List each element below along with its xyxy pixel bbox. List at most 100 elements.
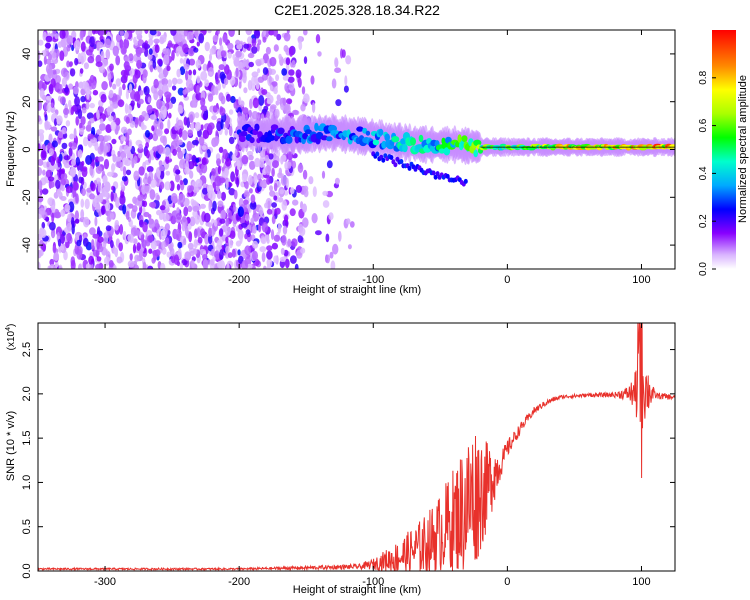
heatmap-noise-cell	[146, 104, 153, 115]
heatmap-noise-cell	[272, 160, 279, 169]
x-tick-label: 0	[504, 576, 510, 588]
heatmap-noise-cell	[148, 248, 153, 254]
heatmap-noise-cell	[96, 41, 104, 49]
heatmap-noise-cell	[50, 204, 56, 214]
heatmap-noise-cell	[202, 254, 208, 260]
heatmap-noise-cell	[175, 35, 181, 43]
heatmap-noise-cell	[248, 61, 254, 68]
heatmap-noise-cell	[228, 125, 233, 137]
heatmap-noise-cell	[257, 39, 262, 46]
heatmap-noise-cell	[229, 230, 236, 239]
heatmap-noise-cell	[170, 215, 177, 225]
heatmap-x-label: Height of straight line (km)	[293, 284, 421, 296]
heatmap-noise-cell	[115, 196, 120, 208]
heatmap-noise-cell	[99, 123, 106, 131]
heatmap-noise-cell	[177, 104, 183, 114]
heatmap-noise-cell	[50, 102, 54, 108]
heatmap-noise-cell	[66, 35, 74, 45]
heatmap-noise-cell	[129, 68, 135, 77]
heatmap-noise-cell	[201, 105, 208, 112]
heatmap-noise-cell	[38, 166, 43, 176]
heatmap-noise-cell	[183, 206, 189, 217]
heatmap-noise-cell	[186, 31, 194, 41]
heatmap-noise-cell	[157, 89, 164, 97]
x-tick-label: -300	[94, 274, 116, 286]
heatmap-noise-cell	[149, 201, 156, 208]
heatmap-ridge-cell	[391, 136, 400, 143]
heatmap-noise-cell	[173, 254, 180, 265]
heatmap-noise-cell	[148, 48, 153, 55]
heatmap-ridge-cell	[277, 127, 285, 135]
heatmap-noise-cell	[228, 30, 235, 37]
heatmap-noise-cell	[221, 209, 227, 218]
colorbar-tick-label: 0.0	[698, 262, 709, 276]
heatmap-noise-cell	[59, 96, 66, 105]
heatmap-noise-cell	[68, 83, 74, 90]
colorbar-label: Normalized spectral amplitude	[737, 75, 749, 223]
heatmap-noise-cell	[239, 217, 247, 225]
heatmap-noise-cell	[86, 112, 94, 120]
heatmap-noise-cell	[70, 260, 76, 269]
heatmap-noise-cell	[149, 114, 157, 120]
heatmap-noise-cell	[187, 129, 193, 137]
heatmap-noise-cell	[58, 264, 63, 269]
heatmap-noise-cell	[232, 54, 236, 61]
heatmap-noise-cell	[158, 160, 163, 167]
heatmap-noise-cell	[46, 95, 53, 101]
heatmap-noise-cell	[244, 213, 250, 222]
heatmap-noise-cell	[176, 183, 181, 191]
heatmap-noise-cell	[159, 169, 165, 180]
heatmap-noise-cell	[188, 58, 196, 66]
heatmap-noise-cell	[167, 118, 171, 130]
heatmap-noise-cell	[80, 116, 86, 126]
heatmap-noise-cell	[196, 84, 200, 94]
heatmap-noise-cell	[257, 68, 261, 74]
heatmap-noise-cell	[50, 78, 56, 88]
heatmap-noise-cell	[164, 223, 170, 231]
heatmap-noise-cell	[175, 228, 180, 235]
heatmap-noise-cell	[325, 233, 330, 243]
heatmap-ridge-cell	[326, 136, 333, 142]
heatmap-noise-cell	[268, 30, 275, 36]
heatmap-noise-cell	[60, 185, 65, 192]
heatmap-noise-cell	[278, 53, 282, 60]
heatmap-noise-cell	[137, 194, 144, 202]
heatmap-noise-cell	[225, 246, 230, 254]
heatmap-noise-cell	[282, 75, 289, 81]
chart-title: C2E1.2025.328.18.34.R22	[274, 2, 440, 18]
heatmap-noise-cell	[207, 71, 213, 77]
heatmap-noise-cell	[226, 262, 230, 269]
heatmap-noise-cell	[282, 97, 287, 106]
heatmap-ridge-cell	[457, 134, 462, 144]
heatmap-noise-cell	[216, 158, 222, 166]
colorbar-tick-label: 0.8	[698, 70, 709, 84]
heatmap-noise-cell	[273, 255, 278, 264]
heatmap-noise-cell	[71, 223, 75, 235]
heatmap-noise-cell	[276, 33, 282, 41]
heatmap-noise-cell	[106, 171, 114, 177]
heatmap-noise-cell	[65, 186, 73, 194]
heatmap-noise-cell	[181, 222, 186, 232]
heatmap-noise-cell	[47, 176, 55, 182]
heatmap-noise-cell	[218, 228, 224, 237]
heatmap-noise-cell	[160, 262, 166, 269]
y-tick-label: 0	[21, 146, 33, 152]
heatmap-noise-cell	[115, 160, 123, 168]
heatmap-noise-cell	[100, 93, 107, 103]
heatmap-noise-cell	[216, 30, 220, 35]
heatmap-noise-cell	[201, 162, 208, 174]
heatmap-noise-cell	[211, 168, 216, 176]
heatmap-noise-cell	[89, 193, 95, 200]
y-tick-label: 1.0	[21, 475, 33, 490]
heatmap-noise-cell	[303, 30, 308, 36]
heatmap-noise-cell	[240, 222, 248, 228]
heatmap-noise-cell	[203, 212, 211, 223]
snr-y-multiplier: (x104)	[5, 324, 17, 351]
heatmap-noise-cell	[110, 121, 117, 131]
heatmap-noise-cell	[226, 93, 231, 102]
heatmap-noise-cell	[198, 136, 205, 146]
heatmap-noise-cell	[113, 265, 117, 269]
heatmap-noise-cell	[204, 41, 210, 52]
heatmap-noise-cell	[38, 101, 41, 111]
heatmap-noise-cell	[109, 212, 115, 220]
